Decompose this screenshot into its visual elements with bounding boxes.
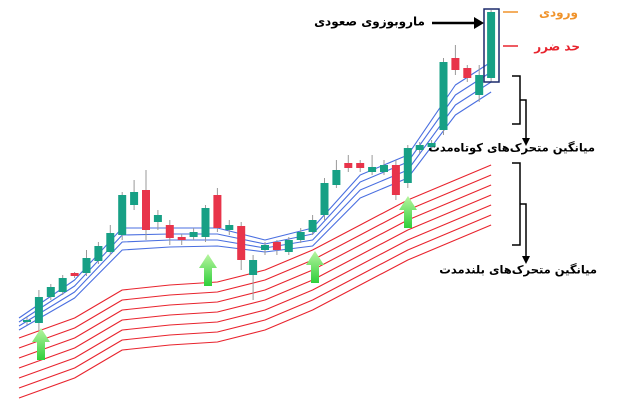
candle-body [451,58,460,70]
long-ma-line [18,224,492,399]
bracket-arrow [522,138,530,146]
candle-body [249,260,258,275]
short-ma-label: میانگین متحرک‌های کوتاه‌مدت [428,141,595,156]
candle-body [284,240,293,252]
long-ma-line [18,214,492,389]
candle-body [153,215,162,222]
candle-body [272,242,281,250]
long-bracket [512,162,527,258]
candle-body [225,225,234,230]
candle-body [261,245,269,250]
long-ma-line [18,164,492,339]
candle-body [356,163,365,168]
highlight-box [483,8,500,83]
candle-body [391,165,400,195]
candle-body [380,165,388,172]
entry-label: ورودی [539,6,578,21]
pointer-head [474,17,484,29]
signal-arrows [32,196,417,360]
candle-body [368,167,377,172]
candle-body [237,226,246,260]
candle-body [463,68,472,78]
candle-body [427,143,436,147]
up-arrow [32,328,50,360]
candle-body [118,195,127,235]
candle-body [142,190,150,230]
candle-body [439,62,448,130]
candle-body [34,297,43,323]
long-ma-label: میانگین متحرک‌های بلندمدت [439,263,597,277]
short-ma-line [18,81,492,327]
candle-body [320,183,329,215]
candle-body [58,278,67,292]
up-arrow [306,251,324,283]
short-ma-line [18,71,492,323]
candle-body [308,220,317,232]
candle-body [70,273,79,276]
up-arrow [199,254,217,286]
short-bracket [512,75,527,140]
short-ma-line [18,91,492,331]
long-ma-line [18,174,492,349]
bracket-arrow [522,256,530,264]
candle-body [23,320,31,322]
candle-body [106,233,115,252]
candle-body [82,258,91,273]
candle-body [201,208,210,237]
short-ma-line [18,61,492,319]
long-ma-line [18,184,492,359]
candle-body [332,170,341,185]
candle-body [177,237,186,240]
candle-body [213,195,222,228]
up-arrow [399,196,417,228]
candle-body [487,12,496,78]
candle-body [130,192,139,205]
candle-body [46,287,55,297]
long-ma-line [18,204,492,379]
candle-body [403,148,412,183]
candle-body [344,163,353,168]
stoploss-label: حد ضرر [533,40,580,54]
candle-body [94,246,103,261]
long-ma-line [18,194,492,369]
pattern-label: ماروبوزوی صعودی [314,15,425,30]
candle-body [296,232,305,240]
candle-body [189,232,198,237]
candle-body [475,75,484,95]
candle-body [415,145,424,150]
candle-body [165,225,174,238]
